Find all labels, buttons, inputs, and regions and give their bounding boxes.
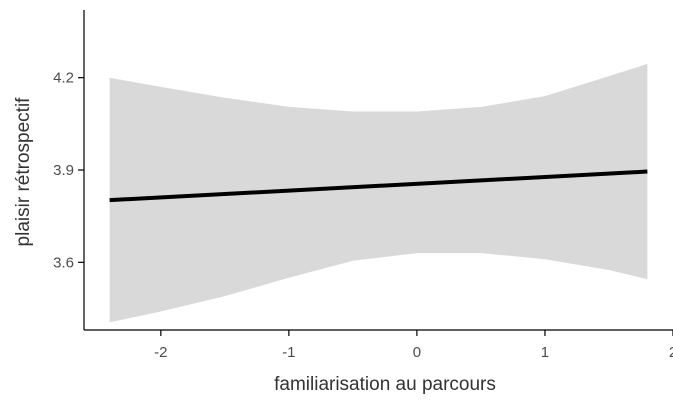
y-axis-title: plaisir rétrospectif (13, 97, 34, 247)
y-tick-label: 4.2 (53, 70, 74, 87)
x-tick-label: -2 (154, 344, 167, 361)
x-tick-label: 0 (413, 344, 421, 361)
confidence-band (109, 63, 648, 323)
x-tick-label: -1 (282, 344, 295, 361)
y-tick-label: 3.6 (53, 254, 74, 271)
plot-layer (109, 63, 648, 323)
x-tick-label: 1 (541, 344, 549, 361)
axes-layer: -2 -1 0 1 2 3.6 3.9 4.2 (53, 10, 673, 361)
y-tick-label: 3.9 (53, 162, 74, 179)
x-tick-label: 2 (669, 344, 673, 361)
x-axis-title: familiarisation au parcours (274, 374, 496, 395)
regression-line (109, 169, 648, 203)
